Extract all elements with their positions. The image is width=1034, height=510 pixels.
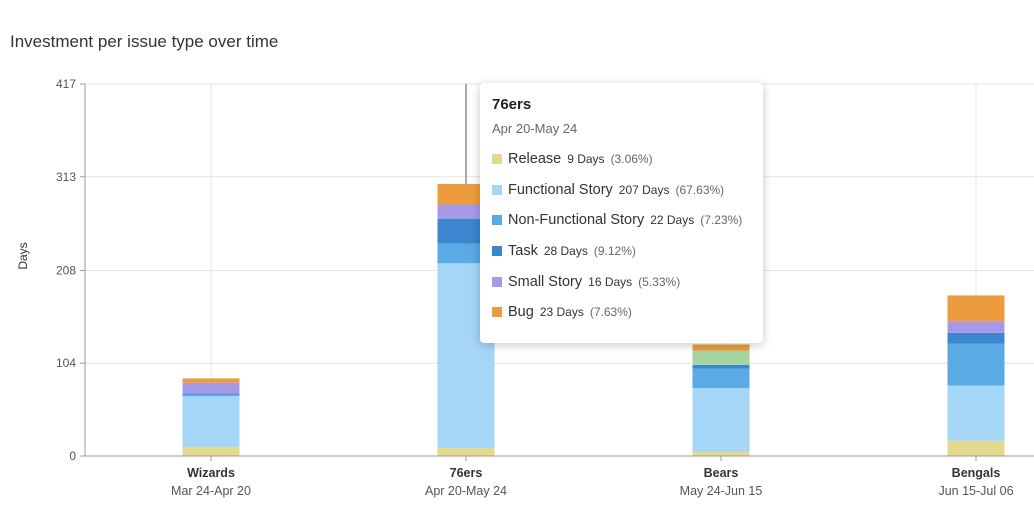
legend-swatch: [492, 215, 502, 226]
bar-segment-unlabeled[interactable]: [692, 350, 750, 366]
bar-segment-functional-story[interactable]: [182, 396, 240, 448]
tooltip-row-label: Bug: [508, 304, 534, 321]
tooltip-range: Apr 20-May 24: [492, 121, 578, 136]
tooltip-row-days: 9 Days: [567, 152, 605, 167]
tooltip-row: Non-Functional Story 22 Days (7.23%): [492, 205, 751, 236]
tooltip-row-pct: (7.23%): [700, 213, 743, 228]
tooltip-row-label: Non-Functional Story: [508, 212, 645, 229]
bar-segment-non-functional-story[interactable]: [692, 368, 750, 389]
bar-segment-task[interactable]: [947, 332, 1005, 344]
tooltip-row-label: Release: [508, 151, 562, 168]
bar-segment-functional-story[interactable]: [692, 388, 750, 452]
tooltip-row-pct: (5.33%): [638, 274, 681, 289]
chart-title: Investment per issue type over time: [10, 32, 279, 51]
bar-segment-release[interactable]: [947, 440, 1005, 456]
legend-swatch: [492, 184, 502, 195]
legend-swatch: [492, 307, 502, 318]
x-tick-label: Bears: [704, 466, 739, 480]
tooltip-row-days: 22 Days: [650, 213, 695, 228]
tooltip: 76ers Apr 20-May 24 Release 9 Days (3.06%)…: [480, 83, 763, 343]
bar-segment-bug[interactable]: [692, 344, 750, 351]
legend-swatch: [492, 246, 502, 257]
y-tick-label: 0: [69, 449, 76, 463]
tooltip-row: Task 28 Days (9.12%): [492, 236, 751, 267]
tooltip-items: Release 9 Days (3.06%) Functional Story 207 …: [492, 144, 751, 328]
y-tick-label: 417: [56, 77, 76, 91]
tooltip-row-label: Small Story: [508, 273, 583, 290]
bar-segment-task[interactable]: [692, 365, 750, 369]
legend-swatch: [492, 154, 502, 165]
tooltip-row-days: 16 Days: [588, 274, 633, 289]
bar-segment-functional-story[interactable]: [947, 385, 1005, 441]
tooltip-row-days: 207 Days: [618, 182, 670, 197]
x-tick-range: May 24-Jun 15: [680, 484, 763, 498]
y-tick-label: 208: [56, 263, 76, 277]
x-tick-range: Mar 24-Apr 20: [171, 484, 251, 498]
tooltip-row: Functional Story 207 Days (67.63%): [492, 175, 751, 206]
bar-segment-release[interactable]: [437, 447, 495, 456]
axes: 0 104 208 313 417 Days Wizards Mar 24-Apr 20 76e…: [16, 77, 1034, 498]
tooltip-row: Bug 23 Days (7.63%): [492, 297, 751, 328]
x-tick-range: Apr 20-May 24: [425, 484, 507, 498]
tooltip-row-label: Functional Story: [508, 181, 613, 198]
tooltip-row-pct: (67.63%): [675, 182, 725, 197]
bar-segment-release[interactable]: [692, 451, 750, 456]
tooltip-row-days: 28 Days: [543, 244, 588, 259]
bar-segment-non-functional-story[interactable]: [182, 394, 240, 397]
bar-segment-small-story[interactable]: [947, 321, 1005, 333]
bar-segment-release[interactable]: [182, 447, 240, 456]
y-axis-label: Days: [16, 242, 30, 269]
x-tick-label: Wizards: [187, 466, 235, 480]
tooltip-row-days: 23 Days: [539, 305, 584, 320]
bar-segment-bug[interactable]: [182, 378, 240, 383]
bar-segment-non-functional-story[interactable]: [947, 343, 1005, 386]
bar-segment-small-story[interactable]: [182, 382, 240, 394]
y-tick-label: 104: [56, 356, 76, 370]
x-tick-range: Jun 15-Jul 06: [938, 484, 1013, 498]
tooltip-title: 76ers: [492, 96, 532, 113]
bar-segment-bug[interactable]: [947, 295, 1005, 322]
x-tick-label: Bengals: [952, 466, 1001, 480]
tooltip-row-label: Task: [508, 243, 538, 260]
tooltip-row-pct: (7.63%): [589, 305, 632, 320]
bar-segment-task[interactable]: [182, 393, 240, 395]
y-tick-label: 313: [56, 170, 76, 184]
tooltip-row: Release 9 Days (3.06%): [492, 144, 751, 175]
tooltip-row-pct: (9.12%): [593, 244, 636, 259]
tooltip-row: Small Story 16 Days (5.33%): [492, 266, 751, 297]
tooltip-row-pct: (3.06%): [610, 152, 653, 167]
x-tick-label: 76ers: [450, 466, 483, 480]
legend-swatch: [492, 276, 502, 287]
